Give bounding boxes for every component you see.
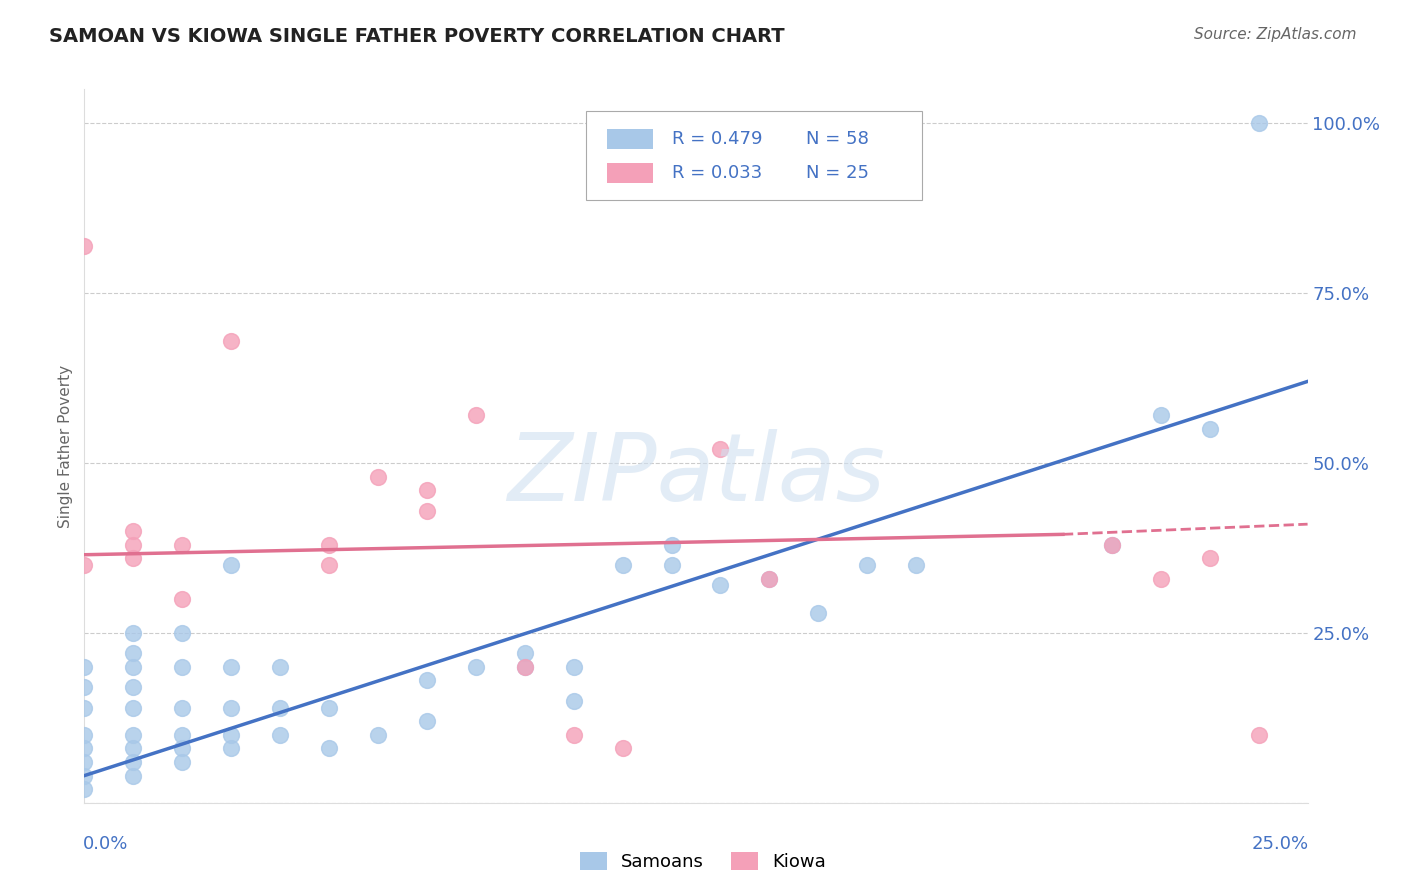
Point (318, 700, 340, 714)
Point (905, 558, 928, 572)
Point (122, 660, 145, 674)
Point (367, 728, 389, 742)
Point (709, 578, 731, 592)
Point (73, 782, 96, 797)
Point (122, 626, 145, 640)
Point (122, 769, 145, 783)
Point (73, 238, 96, 252)
Point (73, 741, 96, 756)
Point (73, 700, 96, 714)
Point (73, 558, 96, 572)
Point (73, 680, 96, 694)
Point (513, 660, 536, 674)
Point (1247, 728, 1270, 742)
Point (562, 694, 585, 708)
Point (219, 741, 242, 756)
Text: ZIPatlas: ZIPatlas (508, 429, 884, 520)
Point (1150, 572, 1173, 586)
Point (122, 551, 145, 566)
Point (219, 700, 242, 714)
Point (269, 660, 291, 674)
Point (172, 728, 194, 742)
Point (172, 700, 194, 714)
Point (1101, 537, 1123, 551)
Point (1198, 551, 1220, 566)
FancyBboxPatch shape (586, 111, 922, 200)
Point (219, 334, 242, 348)
Point (807, 606, 830, 620)
Point (856, 558, 879, 572)
Point (612, 741, 634, 756)
Point (1150, 409, 1173, 423)
Point (318, 741, 340, 756)
Text: N = 25: N = 25 (806, 164, 869, 182)
Point (122, 646, 145, 660)
Point (172, 755, 194, 769)
Point (758, 572, 780, 586)
Text: Source: ZipAtlas.com: Source: ZipAtlas.com (1194, 27, 1357, 42)
Text: 0.0%: 0.0% (83, 835, 128, 853)
Point (172, 626, 194, 640)
Point (318, 537, 340, 551)
Point (122, 680, 145, 694)
Point (612, 558, 634, 572)
Point (758, 572, 780, 586)
Point (367, 469, 389, 483)
Point (269, 728, 291, 742)
Point (73, 660, 96, 674)
Point (172, 660, 194, 674)
Point (122, 537, 145, 551)
Point (416, 714, 439, 729)
Point (122, 755, 145, 769)
Point (416, 483, 439, 498)
Point (73, 755, 96, 769)
Point (122, 700, 145, 714)
Point (562, 728, 585, 742)
Point (318, 558, 340, 572)
Point (269, 700, 291, 714)
Point (1101, 537, 1123, 551)
Point (122, 728, 145, 742)
Point (562, 660, 585, 674)
Point (219, 660, 242, 674)
FancyBboxPatch shape (606, 129, 654, 149)
Point (513, 646, 536, 660)
Point (172, 591, 194, 606)
Point (513, 660, 536, 674)
Point (464, 409, 486, 423)
Point (1247, 116, 1270, 130)
Text: N = 58: N = 58 (806, 130, 869, 148)
Point (709, 442, 731, 457)
Point (172, 741, 194, 756)
Point (416, 503, 439, 517)
Point (122, 524, 145, 538)
Point (73, 769, 96, 783)
Point (122, 741, 145, 756)
Point (661, 558, 683, 572)
Point (219, 558, 242, 572)
Text: R = 0.479: R = 0.479 (672, 130, 762, 148)
Point (219, 728, 242, 742)
Text: SAMOAN VS KIOWA SINGLE FATHER POVERTY CORRELATION CHART: SAMOAN VS KIOWA SINGLE FATHER POVERTY CO… (49, 27, 785, 45)
Point (1198, 422, 1220, 436)
Text: 25.0%: 25.0% (1251, 835, 1309, 853)
Point (416, 673, 439, 688)
Point (73, 728, 96, 742)
Text: R = 0.033: R = 0.033 (672, 164, 762, 182)
FancyBboxPatch shape (606, 162, 654, 183)
Point (661, 537, 683, 551)
Legend: Samoans, Kiowa: Samoans, Kiowa (572, 845, 834, 879)
Point (172, 537, 194, 551)
Point (464, 660, 486, 674)
Y-axis label: Single Father Poverty: Single Father Poverty (58, 365, 73, 527)
